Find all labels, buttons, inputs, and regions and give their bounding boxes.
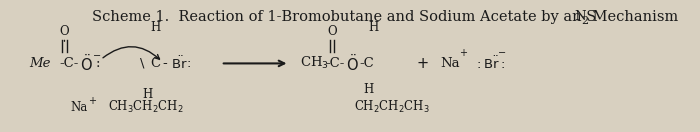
Text: -: - bbox=[162, 57, 167, 70]
Text: C: C bbox=[150, 57, 161, 70]
Text: H: H bbox=[369, 21, 379, 34]
Text: :: : bbox=[186, 57, 191, 70]
Text: +: + bbox=[459, 48, 468, 58]
Text: +: + bbox=[88, 96, 97, 106]
Text: +: + bbox=[417, 56, 429, 71]
Text: N: N bbox=[574, 10, 585, 23]
Text: Mechanism: Mechanism bbox=[587, 10, 678, 24]
Text: CH$_3$: CH$_3$ bbox=[300, 55, 328, 71]
Text: -C-: -C- bbox=[60, 57, 79, 70]
Text: -C: -C bbox=[359, 57, 374, 70]
FancyArrowPatch shape bbox=[103, 47, 160, 59]
Text: Me: Me bbox=[29, 57, 50, 70]
Text: 2: 2 bbox=[581, 16, 588, 26]
Text: H: H bbox=[150, 21, 161, 34]
Text: Na: Na bbox=[440, 57, 460, 70]
Text: -C-: -C- bbox=[326, 57, 345, 70]
Text: −: − bbox=[93, 51, 102, 61]
Text: $\ddot{\rm O}$: $\ddot{\rm O}$ bbox=[80, 53, 93, 74]
Text: $\ddot{\rm O}$: $\ddot{\rm O}$ bbox=[346, 53, 358, 74]
Text: O: O bbox=[327, 25, 337, 38]
Text: Na: Na bbox=[70, 101, 88, 114]
Text: −: − bbox=[498, 48, 507, 58]
Text: H: H bbox=[142, 88, 153, 101]
Text: Scheme 1.  Reaction of 1-Bromobutane and Sodium Acetate by an S: Scheme 1. Reaction of 1-Bromobutane and … bbox=[92, 10, 596, 24]
Text: $\ddot{\rm Br}$: $\ddot{\rm Br}$ bbox=[172, 55, 188, 72]
Text: CH$_2$CH$_2$CH$_3$: CH$_2$CH$_2$CH$_3$ bbox=[354, 99, 430, 115]
Text: $\backslash$: $\backslash$ bbox=[139, 56, 145, 70]
Text: H: H bbox=[363, 83, 373, 96]
Text: CH$_3$CH$_2$CH$_2$: CH$_3$CH$_2$CH$_2$ bbox=[108, 99, 183, 115]
Text: O: O bbox=[60, 25, 69, 38]
Text: :: : bbox=[95, 57, 100, 70]
Text: $\ddot{\rm :Br:}$: $\ddot{\rm :Br:}$ bbox=[465, 55, 505, 72]
